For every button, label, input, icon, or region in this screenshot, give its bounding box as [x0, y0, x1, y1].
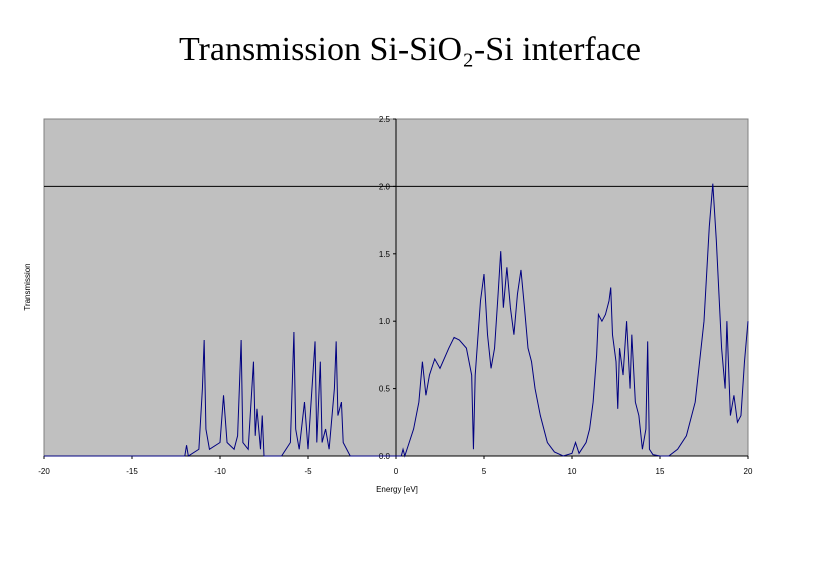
x-tick-label: -20: [38, 467, 50, 476]
data-line: [44, 183, 749, 458]
x-tick-label: 15: [656, 467, 665, 476]
y-tick-label: 2.0: [379, 182, 391, 191]
x-tick-label: -10: [214, 467, 226, 476]
x-tick-label: -15: [126, 467, 138, 476]
x-tick-label: 0: [394, 467, 399, 476]
y-tick-label: 1.5: [379, 250, 391, 259]
x-tick-label: 20: [744, 467, 753, 476]
y-tick-label: 1.0: [379, 317, 391, 326]
y-axis-label: Transmission: [23, 263, 32, 310]
y-tick-label: 2.5: [379, 115, 391, 124]
x-tick-label: -5: [304, 467, 312, 476]
x-tick-label: 5: [482, 467, 487, 476]
x-tick-label: 10: [568, 467, 577, 476]
y-tick-label: 0.5: [379, 385, 391, 394]
x-axis-label: Energy [eV]: [376, 485, 418, 494]
chart-title: Transmission Si-SiO₂-Si interface: [179, 31, 641, 68]
